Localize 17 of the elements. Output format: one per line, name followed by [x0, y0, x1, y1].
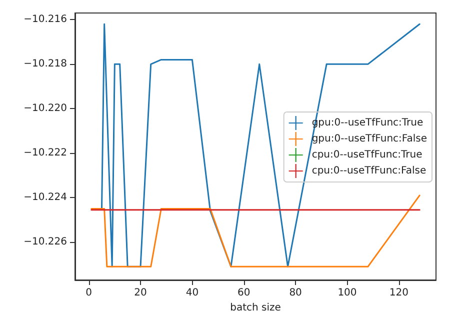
legend-label: cpu:0--useTfFunc:False — [312, 166, 426, 176]
x-axis-title: batch size — [230, 302, 281, 314]
x-tick-label: 0 — [86, 288, 92, 298]
y-tick-label: −10.224 — [24, 192, 67, 204]
y-tick-label: −10.218 — [24, 58, 67, 70]
y-tick-label: −10.216 — [24, 14, 67, 26]
x-tick-label: 100 — [338, 288, 357, 298]
x-tick-label: 20 — [134, 288, 147, 298]
y-tick-label: −10.226 — [24, 236, 67, 248]
y-tick-label: −10.220 — [24, 103, 67, 114]
x-tick-label: 60 — [238, 288, 250, 298]
y-tick-label: −10.222 — [24, 148, 67, 159]
x-tick-label: 120 — [389, 288, 408, 298]
legend-label: gpu:0--useTfFunc:False — [312, 134, 428, 144]
x-tick-label: 80 — [289, 288, 302, 298]
x-tick-label: 40 — [186, 288, 199, 298]
legend-label: cpu:0--useTfFunc:True — [312, 150, 422, 160]
